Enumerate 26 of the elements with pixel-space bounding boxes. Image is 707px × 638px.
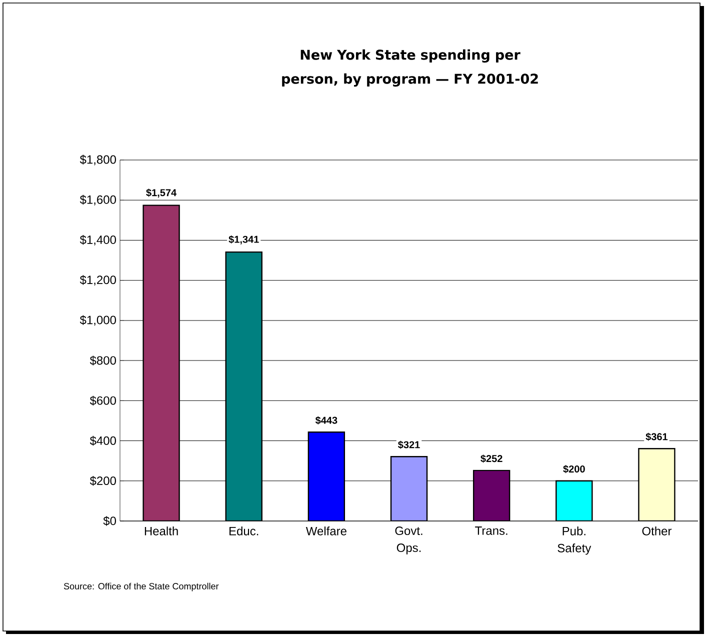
y-tick-label: $1,400 bbox=[80, 235, 116, 246]
y-tick-label: $600 bbox=[90, 396, 116, 406]
y-tick-label: $1,800 bbox=[80, 154, 116, 166]
data-label: $1,574 bbox=[146, 188, 177, 198]
x-tick-label: Govt. Ops. bbox=[395, 526, 422, 554]
data-label: $361 bbox=[646, 432, 668, 441]
chart-title: New York State spending per person, by program — FY 2001-02 bbox=[282, 49, 538, 87]
x-tick-label: Other bbox=[642, 526, 672, 536]
y-tick-label: $400 bbox=[90, 436, 116, 446]
x-tick-label: Educ. bbox=[230, 526, 258, 536]
y-tick-label: $200 bbox=[90, 476, 116, 486]
data-label: $1,341 bbox=[228, 235, 259, 244]
x-tick-label: Pub. Safety bbox=[558, 526, 592, 555]
data-label: $200 bbox=[563, 465, 585, 474]
x-tick-label: Trans. bbox=[475, 526, 508, 535]
x-tick-label: Welfare bbox=[306, 526, 346, 536]
y-tick-label: $800 bbox=[90, 356, 116, 366]
data-label: $321 bbox=[398, 440, 420, 449]
source-note: Source: Office of the State Comptroller bbox=[64, 582, 219, 592]
y-tick-label: $1,000 bbox=[80, 315, 116, 326]
data-label: $252 bbox=[480, 454, 502, 463]
y-tick-label: $1,200 bbox=[80, 275, 116, 286]
data-label: $443 bbox=[315, 416, 338, 424]
y-tick-label: $0 bbox=[103, 516, 116, 526]
x-tick-label: Health bbox=[144, 526, 178, 536]
y-tick-label: $1,600 bbox=[80, 194, 116, 206]
